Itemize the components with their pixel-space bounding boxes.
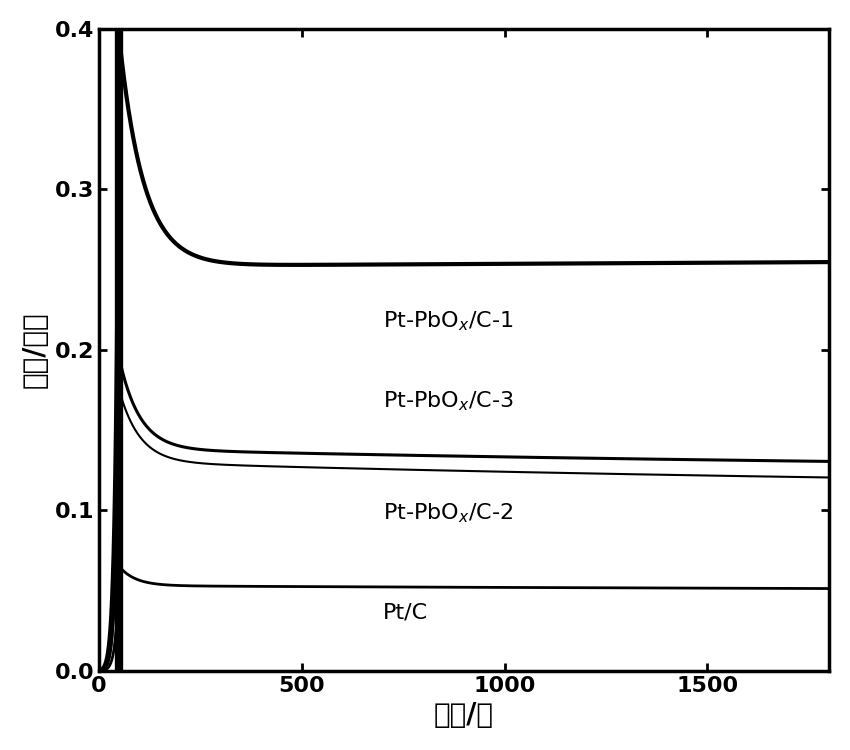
Y-axis label: 电流/毫安: 电流/毫安	[21, 311, 48, 388]
Text: Pt-PbO$_x$/C-2: Pt-PbO$_x$/C-2	[382, 502, 513, 525]
X-axis label: 时间/秒: 时间/秒	[434, 701, 494, 729]
Text: Pt-PbO$_x$/C-3: Pt-PbO$_x$/C-3	[382, 389, 513, 413]
Text: Pt-PbO$_x$/C-1: Pt-PbO$_x$/C-1	[382, 309, 513, 333]
Text: Pt/C: Pt/C	[382, 603, 428, 623]
